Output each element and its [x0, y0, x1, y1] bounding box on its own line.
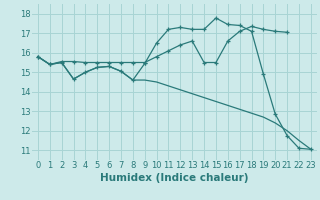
X-axis label: Humidex (Indice chaleur): Humidex (Indice chaleur) [100, 173, 249, 183]
